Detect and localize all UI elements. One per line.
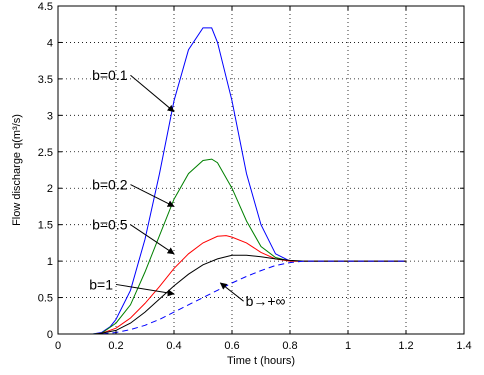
annotation-arrow-0	[130, 74, 175, 113]
x-axis-label: Time t (hours)	[227, 355, 295, 367]
x-tick-label: 0.8	[282, 340, 297, 352]
axis-ticks: 0 0.2 0.4 0.6 0.8 1 1.2 1.4 0 0.5 1 1.5 2 2.5 3 3.5 4 4.5	[38, 1, 472, 352]
annotation-arrow-4	[219, 282, 244, 302]
annotation-arrow-1	[130, 184, 175, 207]
x-tick-label: 1	[345, 340, 351, 352]
x-tick-label: 0	[55, 340, 61, 352]
y-tick-label: 2.5	[38, 147, 53, 159]
x-tick-label: 1.2	[398, 340, 413, 352]
grid	[58, 6, 464, 334]
annotation-arrow-3	[115, 283, 175, 297]
x-tick-label: 0.6	[224, 340, 239, 352]
y-tick-label: 4	[47, 37, 53, 49]
x-tick-label: 0.2	[108, 340, 123, 352]
y-tick-label: 3.5	[38, 74, 53, 86]
annotation-label-4: b→+∞	[246, 293, 286, 309]
series-line-2	[72, 235, 406, 335]
annotation-label-2: b=0.5	[92, 217, 128, 233]
y-tick-label: 3	[47, 110, 53, 122]
series-line-3	[72, 254, 406, 335]
x-tick-label: 0.4	[166, 340, 181, 352]
y-tick-label: 1	[47, 256, 53, 268]
annotation-arrow-2	[130, 224, 175, 255]
annotation-label-1: b=0.2	[92, 177, 128, 193]
y-tick-label: 1.5	[38, 220, 53, 232]
y-tick-label: 0.5	[38, 293, 53, 305]
y-tick-label: 0	[47, 329, 53, 341]
annotations: b=0.1 b=0.2 b=0.5 b=1 b→+∞	[89, 67, 285, 309]
annotation-label-0: b=0.1	[92, 67, 128, 83]
annotation-label-3: b=1	[89, 276, 113, 292]
y-tick-label: 2	[47, 183, 53, 195]
x-tick-label: 1.4	[456, 340, 471, 352]
plot-frame	[57, 5, 465, 335]
y-axis-label: Flow discharge q(m³/s)	[11, 114, 23, 226]
y-tick-label: 4.5	[38, 1, 53, 13]
